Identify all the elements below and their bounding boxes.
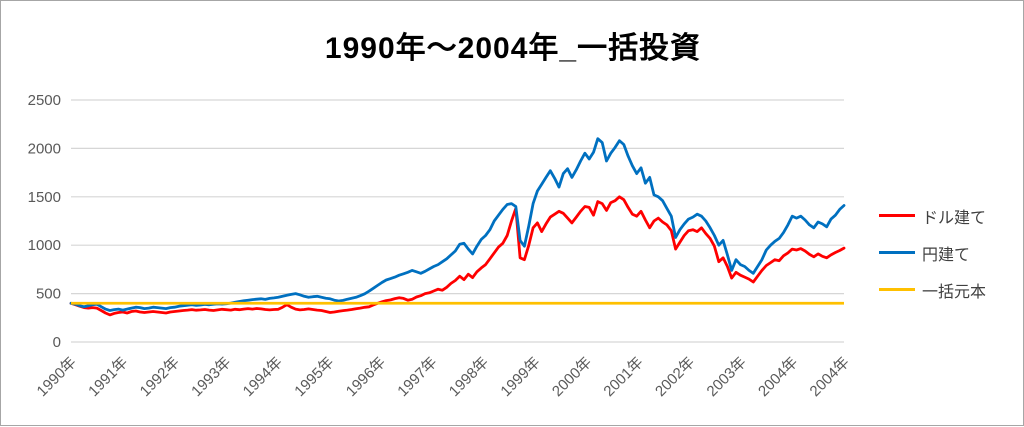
legend-label: 円建て	[922, 246, 971, 264]
chart-title: 1990年〜2004年_一括投資	[324, 32, 702, 65]
legend-line-swatch	[879, 213, 915, 218]
x-axis-tick-label: 2001年	[600, 354, 646, 400]
x-axis-tick-label: 2003年	[704, 354, 750, 400]
y-axis-tick-label: 500	[36, 286, 61, 303]
series-line	[69, 195, 846, 317]
x-axis-tick-label: 1993年	[188, 354, 234, 400]
legend-label: 一括元本	[922, 283, 987, 301]
legend-item: ドル建て	[879, 204, 986, 227]
y-axis-tick-label: 2000	[28, 140, 61, 157]
x-axis-tick-label: 1998年	[446, 354, 492, 400]
legend-item: 円建て	[879, 241, 986, 264]
x-axis-tick-label: 1992年	[137, 354, 183, 400]
legend-line-swatch	[879, 250, 915, 255]
x-axis-tick-label: 2002年	[652, 354, 698, 400]
y-axis-tick-label: 1000	[28, 237, 61, 254]
x-axis-tick-label: 1997年	[394, 354, 440, 400]
y-axis-tick-label: 1500	[28, 189, 61, 206]
x-axis-tick-label: 1996年	[343, 354, 389, 400]
legend: ドル建て円建て一括元本	[879, 204, 986, 301]
legend-line-swatch	[879, 287, 915, 292]
x-axis-tick-label: 2004年	[807, 354, 853, 400]
x-axis-tick-label: 1999年	[497, 354, 543, 400]
series-line	[69, 137, 846, 312]
legend-label: ドル建て	[922, 209, 987, 227]
x-axis-tick-label: 1995年	[291, 354, 337, 400]
x-axis-tick-label: 1990年	[34, 354, 80, 400]
y-axis-tick-label: 0	[53, 334, 61, 351]
x-axis-tick-label: 2004年	[755, 354, 801, 400]
x-axis-tick-label: 1991年	[85, 354, 131, 400]
legend-item: 一括元本	[879, 278, 986, 301]
y-axis-tick-label: 2500	[28, 92, 61, 109]
x-axis-tick-label: 1994年	[240, 354, 286, 400]
x-axis-tick-label: 2000年	[549, 354, 595, 400]
